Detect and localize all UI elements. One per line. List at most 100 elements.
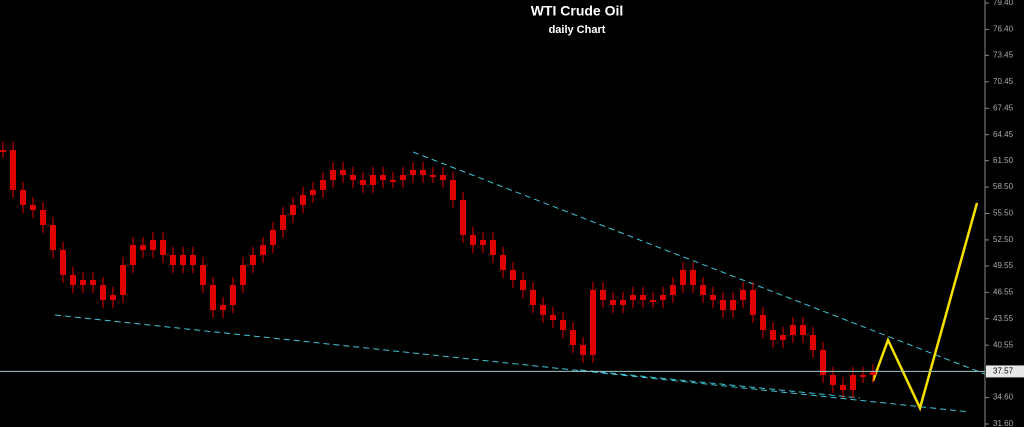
candle-body: [590, 289, 596, 355]
candle-body: [200, 265, 206, 286]
candle-body: [130, 245, 136, 266]
candle-body: [60, 249, 66, 275]
candle-body: [310, 189, 316, 196]
candle-body: [260, 245, 266, 255]
candle-body: [40, 209, 46, 226]
candle-body: [160, 240, 166, 255]
candle-body: [480, 240, 486, 246]
trend-lines: [54, 151, 986, 413]
candle-body: [770, 330, 776, 340]
candle-body: [320, 180, 326, 190]
last-price-box: [986, 365, 1024, 378]
candle-body: [280, 214, 286, 230]
y-tick-label: 64.45: [993, 130, 1014, 139]
candle-body: [50, 225, 56, 250]
candle-body: [110, 294, 116, 300]
candle-body: [670, 285, 676, 295]
y-tick-label: 61.50: [993, 156, 1014, 165]
candle-body: [800, 325, 806, 336]
candle-body: [10, 149, 16, 190]
candle-body: [140, 245, 146, 250]
candle-body: [730, 299, 736, 311]
candle-body: [690, 269, 696, 286]
candle-body: [150, 240, 156, 250]
candle-body: [380, 175, 386, 181]
candle-body: [680, 269, 686, 286]
lower-trend-line: [54, 314, 971, 413]
forecast-path: [871, 202, 979, 412]
support-line: [579, 369, 861, 399]
candle-body: [490, 240, 496, 255]
candle-body: [700, 285, 706, 295]
candle-body: [240, 265, 246, 286]
candle-body: [20, 189, 26, 205]
candle-body: [330, 169, 336, 181]
candle-body: [630, 294, 636, 300]
candle-body: [250, 254, 256, 266]
candle-body: [90, 279, 96, 286]
y-tick-label: 70.45: [993, 77, 1014, 86]
y-tick-label: 76.40: [993, 25, 1014, 34]
candle-body: [810, 335, 816, 351]
candle-body: [760, 314, 766, 331]
candle-body: [610, 299, 616, 306]
candle-body: [570, 330, 576, 345]
candle-body: [470, 234, 476, 246]
y-tick-label: 58.50: [993, 182, 1014, 191]
candle-body: [180, 254, 186, 266]
y-tick-label: 67.45: [993, 103, 1014, 112]
candle-body: [710, 294, 716, 300]
y-tick-label: 43.55: [993, 314, 1014, 323]
y-tick-label: 52.50: [993, 235, 1014, 244]
candle-body: [210, 285, 216, 311]
candle-body: [720, 299, 726, 311]
candle-body: [120, 265, 126, 295]
candle-body: [640, 294, 646, 300]
candle-body: [850, 374, 856, 391]
y-tick-label: 34.60: [993, 393, 1014, 402]
candle-body: [300, 195, 306, 205]
candle-body: [100, 285, 106, 300]
candle-body: [870, 371, 876, 375]
candle-body: [400, 175, 406, 181]
candle-body: [360, 180, 366, 185]
y-tick-label: 31.60: [993, 419, 1014, 427]
candle-body: [450, 180, 456, 201]
candle-body: [510, 269, 516, 280]
candle-body: [0, 149, 6, 152]
y-tick-label: 49.55: [993, 261, 1014, 270]
candle-body: [600, 289, 606, 300]
candle-body: [520, 279, 526, 290]
candle-body: [780, 335, 786, 340]
candle-body: [440, 175, 446, 181]
candle-body: [70, 274, 76, 286]
y-tick-label: 46.55: [993, 287, 1014, 296]
candle-body: [270, 229, 276, 246]
candle-body: [410, 169, 416, 176]
candle-body: [220, 305, 226, 311]
candle-body: [820, 350, 826, 375]
candle-body: [30, 204, 36, 210]
candle-body: [750, 289, 756, 315]
candle-body: [580, 344, 586, 355]
y-tick-label: 79.40: [993, 0, 1014, 7]
candle-body: [430, 175, 436, 178]
upper-trend-line: [412, 151, 986, 375]
candle-body: [340, 169, 346, 176]
last-price-label: 37.57: [993, 367, 1014, 376]
candle-body: [350, 175, 356, 181]
candle-body: [500, 254, 506, 270]
y-tick-label: 55.50: [993, 209, 1014, 218]
chart-subtitle: daily Chart: [549, 24, 606, 36]
candle-body: [860, 374, 866, 377]
y-tick-label: 73.45: [993, 51, 1014, 60]
candle-body: [390, 180, 396, 183]
candle-body: [740, 289, 746, 300]
y-tick-label: 40.55: [993, 340, 1014, 349]
chart-title: WTI Crude Oil: [531, 3, 624, 19]
candle-body: [840, 384, 846, 391]
candle-body: [650, 299, 656, 302]
